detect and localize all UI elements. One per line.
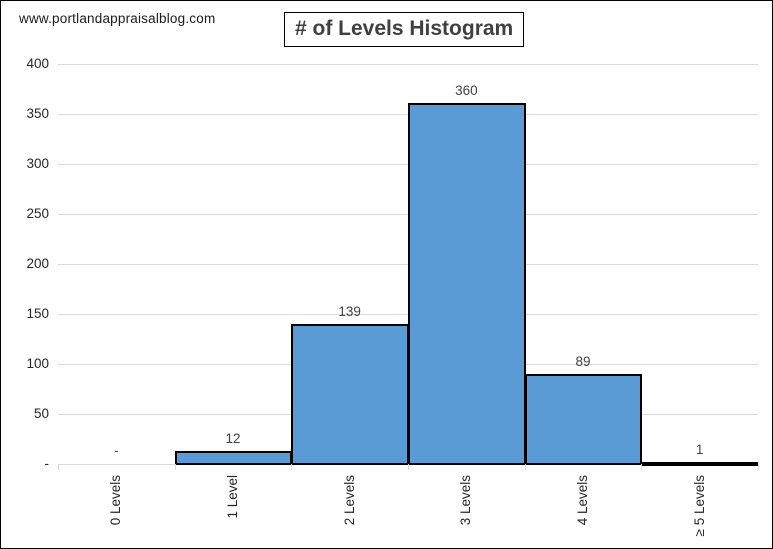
x-axis-tick [291,464,293,470]
histogram-bar[interactable] [524,374,643,465]
chart-title: # of Levels Histogram [284,12,525,47]
histogram-bar[interactable] [641,462,758,466]
histogram-bar[interactable] [408,103,526,465]
bar-value-label: 89 [575,354,591,369]
x-axis-tick [641,464,643,470]
x-category-label: 4 Levels [575,475,590,526]
y-tick-label: 300 [26,156,49,171]
bar-value-label: - [114,443,119,458]
y-tick-label: 50 [33,406,49,421]
x-axis-tick [524,464,526,470]
x-category-label: 1 Level [225,475,240,519]
x-category-label: 0 Levels [108,475,124,526]
bar-value-label: 139 [338,304,361,319]
histogram-bar[interactable] [174,451,293,465]
gridline [58,64,758,65]
x-axis-tick [174,464,176,470]
x-axis-tick [408,464,409,470]
histogram-bar[interactable] [291,324,409,465]
y-tick-label: 150 [26,306,49,321]
y-tick-label: 400 [26,56,49,71]
x-category-label: 2 Levels [341,475,357,526]
y-tick-label: 250 [26,206,49,221]
y-tick-label: 350 [26,106,49,121]
y-tick-label: 100 [26,356,49,371]
x-category-label: ≥ 5 Levels [691,475,707,537]
y-tick-label: 200 [26,256,49,271]
y-tick-label: - [44,456,50,471]
bar-value-label: 360 [455,83,478,98]
watermark-text: www.portlandappraisalblog.com [19,11,216,26]
x-axis-tick [58,464,59,470]
x-category-label: 3 Levels [458,475,474,526]
bar-value-label: 12 [225,431,241,446]
bar-value-label: 1 [695,442,704,457]
x-axis-tick [758,464,759,470]
